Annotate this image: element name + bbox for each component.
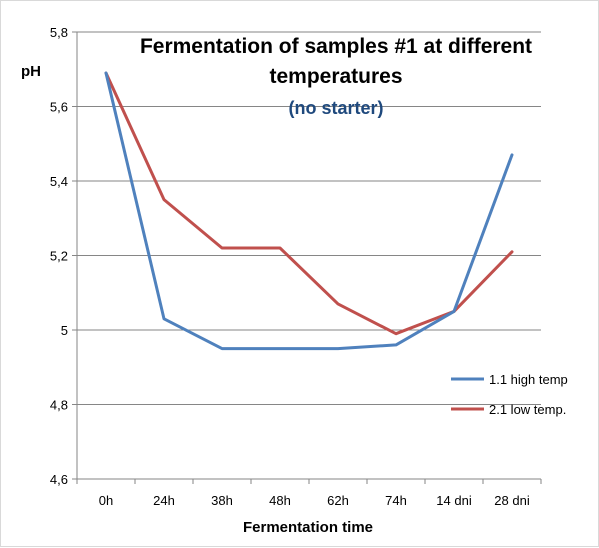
y-tick-label: 5	[61, 323, 68, 338]
y-tick-label: 4,6	[50, 472, 68, 487]
chart-title-line-2: temperatures	[269, 65, 402, 88]
y-tick-label: 5,6	[50, 100, 68, 115]
series-line	[104, 71, 514, 336]
x-tick-label: 38h	[211, 493, 233, 508]
chart-subtitle: (no starter)	[288, 98, 383, 118]
series-lines	[104, 71, 514, 351]
x-tick-label: 0h	[99, 493, 113, 508]
x-tick-label: 74h	[385, 493, 407, 508]
x-tick-label: 48h	[269, 493, 291, 508]
x-tick-label: 14 dni	[436, 493, 472, 508]
legend-label: 1.1 high temp	[489, 372, 568, 387]
y-axis-label: pH	[21, 63, 41, 80]
x-tick-labels: 0h 24h 38h 48h 62h 74h 14 dni 28 dni	[99, 493, 530, 508]
legend: 1.1 high temp 2.1 low temp.	[451, 372, 568, 417]
x-tick-label: 28 dni	[494, 493, 530, 508]
x-tick-label: 24h	[153, 493, 175, 508]
chart-title-line-1: Fermentation of samples #1 at different	[140, 35, 532, 58]
legend-label: 2.1 low temp.	[489, 402, 566, 417]
y-tick-label: 5,2	[50, 249, 68, 264]
series-line	[104, 71, 514, 351]
y-tick-label: 4,8	[50, 398, 68, 413]
x-axis-label: Fermentation time	[243, 519, 373, 536]
y-tick-labels: 4,6 4,8 5 5,2 5,4 5,6 5,8	[50, 25, 68, 487]
y-tick-label: 5,4	[50, 174, 68, 189]
axes	[72, 31, 542, 484]
y-tick-label: 5,8	[50, 25, 68, 40]
x-tick-label: 62h	[327, 493, 349, 508]
